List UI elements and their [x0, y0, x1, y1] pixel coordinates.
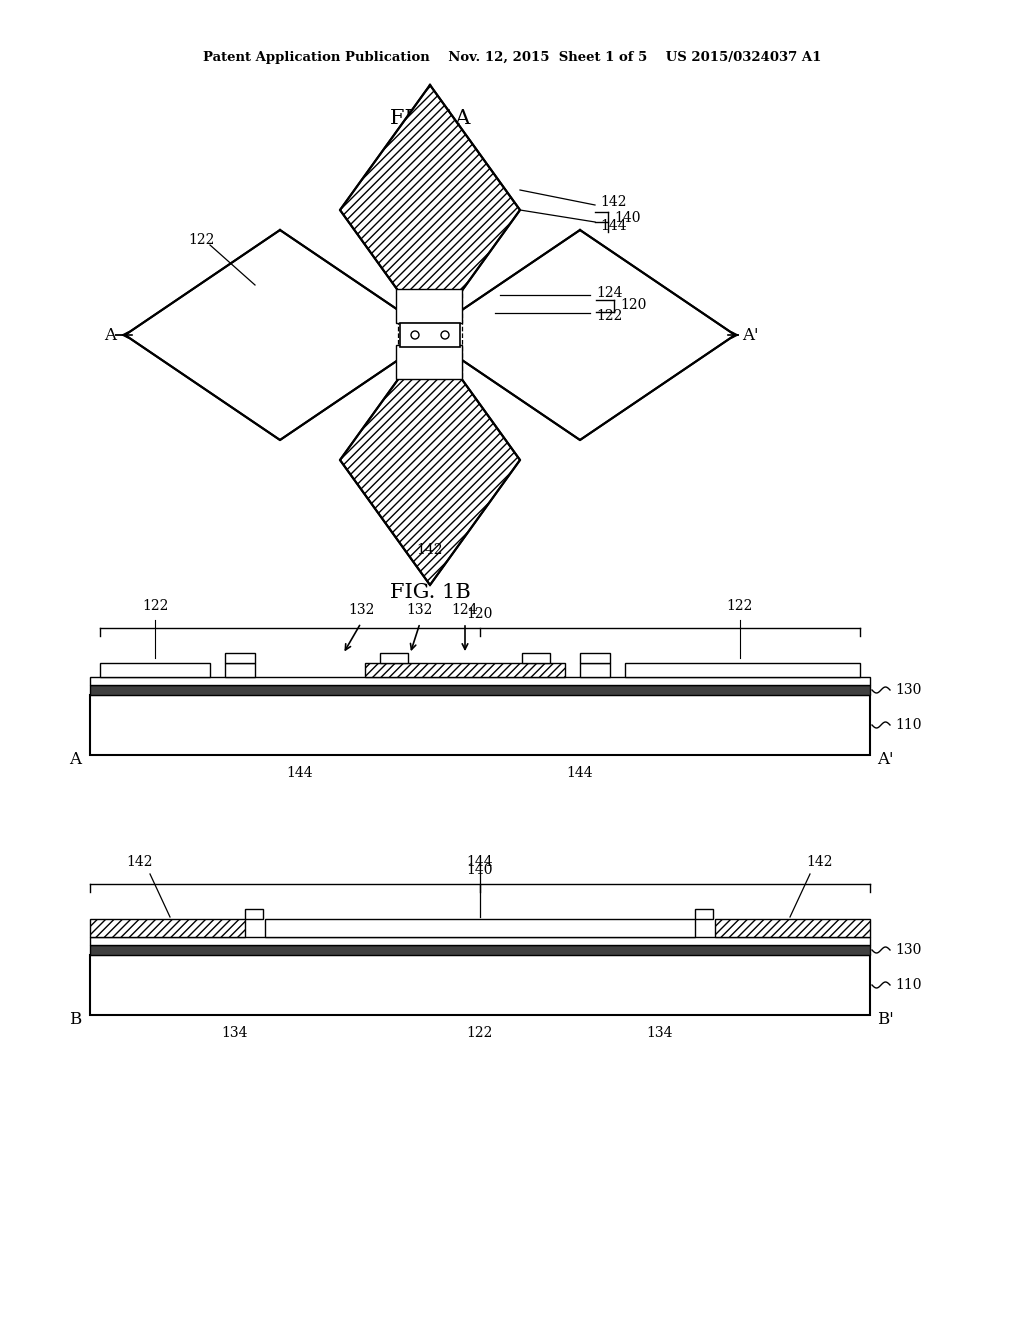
Text: 142: 142: [600, 195, 627, 209]
Text: 124: 124: [452, 603, 478, 616]
Text: 110: 110: [895, 978, 922, 993]
Text: 122: 122: [467, 1026, 494, 1040]
Text: 120: 120: [620, 298, 646, 312]
Bar: [225, 663, 255, 677]
Bar: [90, 919, 245, 937]
Polygon shape: [125, 230, 435, 440]
Bar: [396, 289, 462, 323]
Text: A: A: [69, 751, 81, 768]
Bar: [522, 653, 550, 663]
Text: A: A: [104, 326, 116, 343]
Text: B: B: [399, 147, 412, 164]
Text: A': A': [877, 751, 893, 768]
Text: 122: 122: [596, 309, 623, 323]
Polygon shape: [425, 230, 735, 440]
Text: 110: 110: [895, 718, 922, 733]
Bar: [365, 663, 565, 677]
Bar: [90, 954, 870, 1015]
Bar: [100, 663, 210, 677]
Circle shape: [411, 331, 419, 339]
Bar: [90, 937, 870, 945]
Bar: [225, 653, 255, 663]
Text: 134: 134: [222, 1026, 248, 1040]
Text: 130: 130: [895, 942, 922, 957]
Text: 142: 142: [417, 543, 443, 557]
Text: 140: 140: [467, 863, 494, 876]
Bar: [245, 909, 263, 919]
Bar: [580, 663, 610, 677]
Text: 122: 122: [188, 234, 215, 247]
Text: 124: 124: [596, 286, 623, 300]
Text: 144: 144: [287, 766, 313, 780]
Bar: [265, 919, 695, 937]
Bar: [90, 945, 870, 954]
Text: B': B': [877, 1011, 893, 1028]
Text: 120: 120: [467, 607, 494, 620]
Text: 142: 142: [127, 855, 154, 869]
Bar: [380, 653, 408, 663]
Text: 144: 144: [467, 855, 494, 869]
Text: A': A': [741, 326, 758, 343]
Text: B': B': [395, 527, 412, 544]
Polygon shape: [340, 335, 520, 585]
Text: 122: 122: [727, 599, 754, 612]
Text: B: B: [69, 1011, 81, 1028]
Text: 134: 134: [647, 1026, 673, 1040]
Bar: [90, 677, 870, 685]
Bar: [695, 909, 713, 919]
Text: 122: 122: [141, 599, 168, 612]
Text: Patent Application Publication    Nov. 12, 2015  Sheet 1 of 5    US 2015/0324037: Patent Application Publication Nov. 12, …: [203, 51, 821, 65]
Text: FIG. 1B: FIG. 1B: [389, 583, 470, 602]
Bar: [90, 696, 870, 755]
Bar: [396, 345, 462, 379]
Bar: [90, 685, 870, 696]
Text: 130: 130: [895, 682, 922, 697]
Text: 142: 142: [807, 855, 834, 869]
Bar: [580, 653, 610, 663]
Text: 132: 132: [407, 603, 433, 616]
Text: FIG. 1A: FIG. 1A: [390, 108, 470, 128]
Text: 140: 140: [614, 211, 640, 224]
Bar: [400, 323, 460, 347]
Text: 144: 144: [566, 766, 593, 780]
Bar: [625, 663, 860, 677]
Polygon shape: [340, 84, 520, 335]
Circle shape: [441, 331, 449, 339]
Text: 144: 144: [600, 219, 627, 234]
Bar: [715, 919, 870, 937]
Text: 132: 132: [348, 603, 374, 616]
